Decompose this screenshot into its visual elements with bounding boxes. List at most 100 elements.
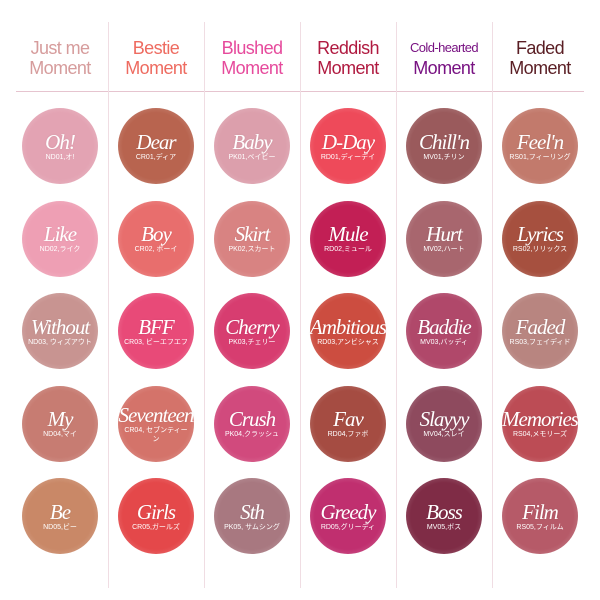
column-header-just-me: Just me Moment xyxy=(12,38,108,78)
swatch-cell: Cherry PK03,チェリー xyxy=(204,285,300,378)
color-swatch: D-Day RD01,ディーデイ xyxy=(310,108,386,185)
swatch-code: RD01,ディーデイ xyxy=(320,153,376,161)
swatch-cell: Crush PK04,クラッシュ xyxy=(204,378,300,471)
color-swatch: Skirt PK02,スカート xyxy=(214,200,290,277)
swatch-cell: Boss MV05,ボス xyxy=(396,470,492,563)
color-swatch: Boss MV05,ボス xyxy=(406,478,482,555)
header-line2: Moment xyxy=(221,58,283,78)
swatch-cell: Hurt MV02,ハート xyxy=(396,193,492,286)
swatch-grid: Oh! ND01,オ! Dear CR01,ディア Baby PK01,ベイビー D-Day… xyxy=(12,100,588,563)
color-swatch: Crush PK04,クラッシュ xyxy=(214,385,290,462)
swatch-code: ND03, ウィズアウト xyxy=(28,338,92,346)
swatch-cell: Seventeen CR04, セブンティーン xyxy=(108,378,204,471)
swatch-name: Greedy xyxy=(320,499,376,524)
swatch-cell: Sth PK05, サムシング xyxy=(204,470,300,563)
header-line1: Faded xyxy=(515,38,565,58)
color-swatch: Ambitious RD03,アンビシャス xyxy=(309,293,387,370)
swatch-name: My xyxy=(47,407,74,432)
swatch-name: Feel'n xyxy=(516,129,564,154)
swatch-name: Skirt xyxy=(234,222,271,247)
swatch-row: Oh! ND01,オ! Dear CR01,ディア Baby PK01,ベイビー D-Day… xyxy=(12,100,588,193)
swatch-code: RS02,リリックス xyxy=(512,246,568,254)
swatch-cell: Skirt PK02,スカート xyxy=(204,193,300,286)
swatch-cell: Ambitious RD03,アンビシャス xyxy=(300,285,396,378)
swatch-name: Film xyxy=(522,499,559,524)
swatch-row: Without ND03, ウィズアウト BFF CR03, ビーエフエフ Cherry… xyxy=(12,285,588,378)
color-swatch: Be ND05,ビー xyxy=(22,478,98,555)
color-swatch: Baby PK01,ベイビー xyxy=(214,108,290,185)
swatch-name: Dear xyxy=(136,129,176,154)
swatch-name: Sth xyxy=(240,499,265,524)
color-swatch: Hurt MV02,ハート xyxy=(406,200,482,277)
swatch-name: Boy xyxy=(141,222,172,247)
swatch-name: Ambitious xyxy=(309,314,387,339)
swatch-cell: Greedy RD05,グリーディ xyxy=(300,470,396,563)
color-swatch: Film RS05,フィルム xyxy=(502,478,578,555)
header-line2: Moment xyxy=(125,58,187,78)
header-line2: Moment xyxy=(29,58,91,78)
swatch-cell: Film RS05,フィルム xyxy=(492,470,588,563)
swatch-name: Girls xyxy=(136,499,176,524)
swatch-code: ND01,オ! xyxy=(45,153,75,161)
swatch-cell: Dear CR01,ディア xyxy=(108,100,204,193)
swatch-cell: Baby PK01,ベイビー xyxy=(204,100,300,193)
color-swatch: Cherry PK03,チェリー xyxy=(214,293,290,370)
column-header-cold-hearted: Cold-hearted Moment xyxy=(396,38,492,78)
swatch-code: PK03,チェリー xyxy=(228,338,276,346)
color-swatch: Slayyy MV04,スレイ xyxy=(406,385,482,462)
color-swatch: Dear CR01,ディア xyxy=(118,108,194,185)
color-swatch: Memories RS04,メモリーズ xyxy=(502,385,579,462)
swatch-cell: Oh! ND01,オ! xyxy=(12,100,108,193)
color-swatch: Feel'n RS01,フィーリング xyxy=(502,108,578,185)
swatch-row: Like ND02,ライク Boy CR02, ボーイ Skirt PK02,スカート Mu… xyxy=(12,193,588,286)
swatch-code: RD04,ファボ xyxy=(327,431,369,439)
swatch-name: Baddie xyxy=(417,314,471,339)
swatch-code: RD03,アンビシャス xyxy=(317,338,379,346)
swatch-name: Like xyxy=(43,222,77,247)
swatch-code: CR02, ボーイ xyxy=(134,246,178,254)
swatch-name: Mule xyxy=(328,222,368,247)
swatch-name: Seventeen xyxy=(118,402,195,427)
color-swatch: Baddie MV03,バッディ xyxy=(406,293,482,370)
column-header-faded: Faded Moment xyxy=(492,38,588,78)
color-swatch: Chill'n MV01,チリン xyxy=(406,108,482,185)
swatch-name: BFF xyxy=(138,314,174,339)
swatch-cell: Feel'n RS01,フィーリング xyxy=(492,100,588,193)
swatch-name: Memories xyxy=(502,407,579,432)
swatch-cell: Chill'n MV01,チリン xyxy=(396,100,492,193)
header-line2: Moment xyxy=(413,58,475,78)
color-swatch: Greedy RD05,グリーディ xyxy=(310,478,386,555)
swatch-name: Faded xyxy=(515,314,566,339)
swatch-row: Be ND05,ビー Girls CR05,ガールズ Sth PK05, サムシング Gre… xyxy=(12,470,588,563)
column-headers: Just me Moment Bestie Moment Blushed Moment… xyxy=(12,38,588,78)
swatch-name: Boss xyxy=(426,499,463,524)
swatch-cell: Boy CR02, ボーイ xyxy=(108,193,204,286)
column-divider xyxy=(108,22,109,588)
swatch-name: Hurt xyxy=(426,222,463,247)
column-header-bestie: Bestie Moment xyxy=(108,38,204,78)
swatch-code: RD02,ミュール xyxy=(324,246,372,254)
swatch-row: My ND04,マイ Seventeen CR04, セブンティーン Crush PK04… xyxy=(12,378,588,471)
column-divider xyxy=(300,22,301,588)
header-line1: Cold-hearted xyxy=(410,40,479,55)
swatch-name: Oh! xyxy=(45,129,76,154)
color-swatch: Girls CR05,ガールズ xyxy=(118,478,194,555)
swatch-cell: Be ND05,ビー xyxy=(12,470,108,563)
swatch-cell: D-Day RD01,ディーデイ xyxy=(300,100,396,193)
swatch-code: ND05,ビー xyxy=(43,523,77,531)
swatch-name: Slayyy xyxy=(419,407,470,432)
color-swatch: Boy CR02, ボーイ xyxy=(118,200,194,277)
swatch-cell: Baddie MV03,バッディ xyxy=(396,285,492,378)
swatch-name: Be xyxy=(49,499,71,524)
swatch-cell: Lyrics RS02,リリックス xyxy=(492,193,588,286)
swatch-cell: Mule RD02,ミュール xyxy=(300,193,396,286)
color-swatch: Faded RS03,フェイディド xyxy=(502,293,578,370)
swatch-name: Without xyxy=(30,314,90,339)
color-swatch: BFF CR03, ビーエフエフ xyxy=(118,293,194,370)
header-line1: Reddish xyxy=(317,38,379,58)
color-swatch: My ND04,マイ xyxy=(22,385,98,462)
header-line2: Moment xyxy=(509,58,571,78)
swatch-code: ND02,ライク xyxy=(39,246,81,254)
swatch-code: ND04,マイ xyxy=(43,431,77,439)
swatch-name: Crush xyxy=(228,407,276,432)
